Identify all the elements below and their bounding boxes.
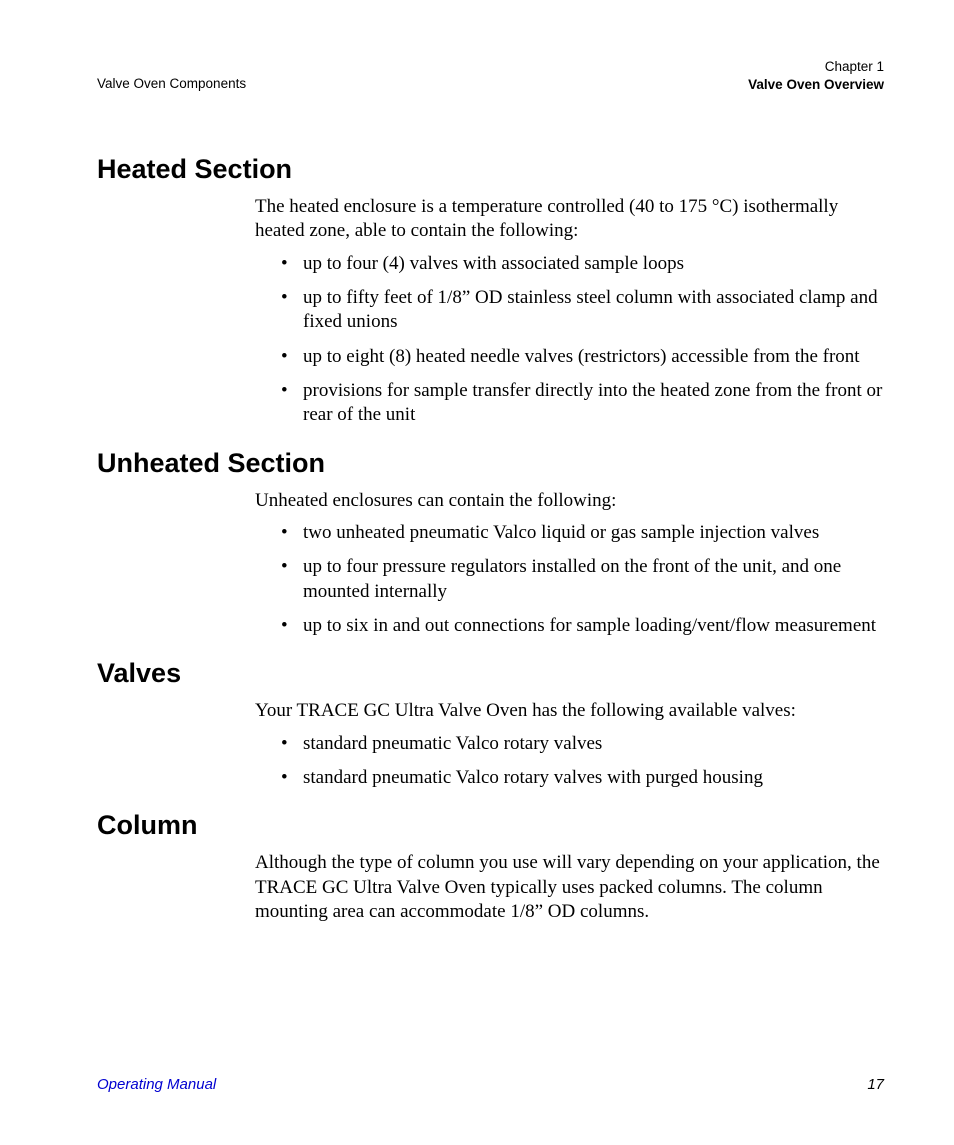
- header-right: Chapter 1 Valve Oven Overview: [748, 58, 884, 94]
- valves-intro: Your TRACE GC Ultra Valve Oven has the f…: [255, 699, 884, 723]
- list-item: up to eight (8) heated needle valves (re…: [281, 345, 884, 369]
- section-title-right: Valve Oven Overview: [748, 76, 884, 94]
- heated-list: up to four (4) valves with associated sa…: [255, 252, 884, 428]
- footer-manual-title: Operating Manual: [97, 1076, 216, 1093]
- footer-page-number: 17: [867, 1076, 884, 1093]
- list-item: up to fifty feet of 1/8” OD stainless st…: [281, 286, 884, 335]
- list-item: two unheated pneumatic Valco liquid or g…: [281, 521, 884, 545]
- unheated-body: Unheated enclosures can contain the foll…: [255, 489, 884, 639]
- list-item: up to six in and out connections for sam…: [281, 614, 884, 638]
- chapter-label: Chapter 1: [748, 58, 884, 76]
- unheated-list: two unheated pneumatic Valco liquid or g…: [255, 521, 884, 638]
- column-body: Although the type of column you use will…: [255, 851, 884, 924]
- heading-column: Column: [97, 810, 884, 841]
- list-item: standard pneumatic Valco rotary valves w…: [281, 766, 884, 790]
- heading-valves: Valves: [97, 658, 884, 689]
- list-item: up to four pressure regulators installed…: [281, 555, 884, 604]
- heated-body: The heated enclosure is a temperature co…: [255, 195, 884, 428]
- column-intro: Although the type of column you use will…: [255, 851, 884, 924]
- list-item: standard pneumatic Valco rotary valves: [281, 732, 884, 756]
- valves-body: Your TRACE GC Ultra Valve Oven has the f…: [255, 699, 884, 790]
- footer: Operating Manual 17: [97, 1076, 884, 1093]
- content: Heated Section The heated enclosure is a…: [97, 154, 884, 932]
- page: Chapter 1 Valve Oven Overview Valve Oven…: [0, 0, 954, 1145]
- section-title-left: Valve Oven Components: [97, 75, 246, 93]
- list-item: up to four (4) valves with associated sa…: [281, 252, 884, 276]
- heading-unheated-section: Unheated Section: [97, 448, 884, 479]
- valves-list: standard pneumatic Valco rotary valves s…: [255, 732, 884, 791]
- heading-heated-section: Heated Section: [97, 154, 884, 185]
- unheated-intro: Unheated enclosures can contain the foll…: [255, 489, 884, 513]
- list-item: provisions for sample transfer directly …: [281, 379, 884, 428]
- heated-intro: The heated enclosure is a temperature co…: [255, 195, 884, 244]
